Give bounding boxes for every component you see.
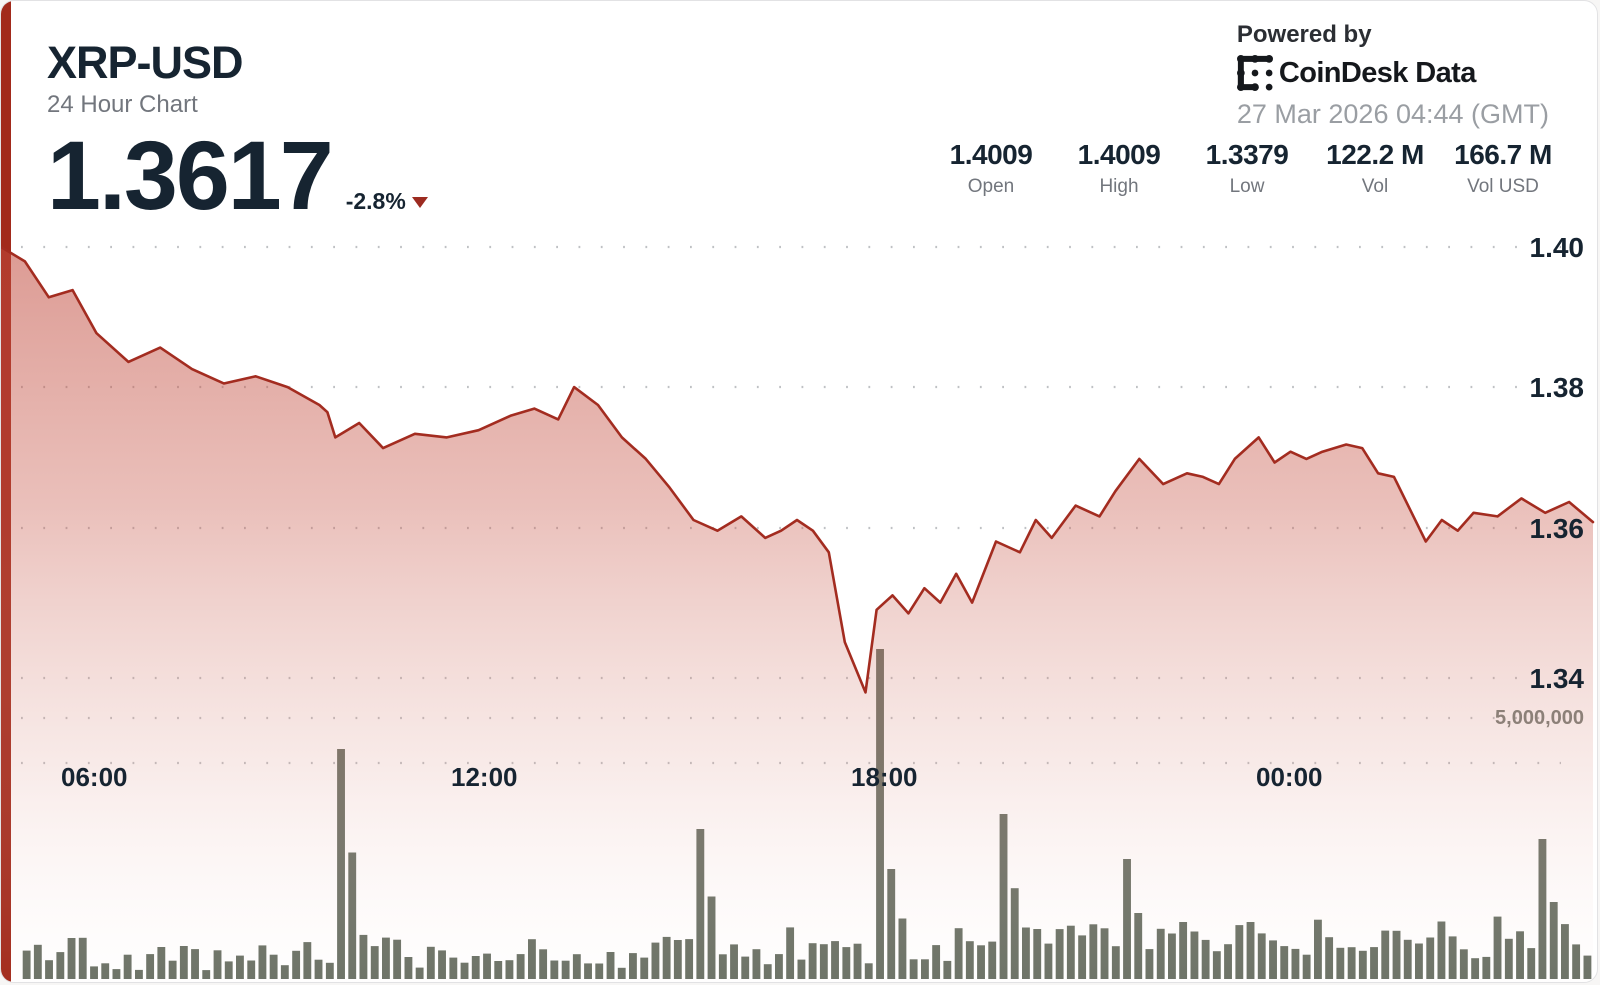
svg-text:1.36: 1.36 [1530, 513, 1585, 544]
svg-text:1.38: 1.38 [1530, 372, 1585, 403]
svg-text:1.40: 1.40 [1530, 232, 1585, 263]
svg-text:5,000,000: 5,000,000 [1495, 707, 1584, 729]
svg-text:00:00: 00:00 [1256, 762, 1323, 792]
svg-text:06:00: 06:00 [61, 762, 128, 792]
svg-text:12:00: 12:00 [451, 762, 518, 792]
svg-text:18:00: 18:00 [851, 762, 918, 792]
svg-text:1.34: 1.34 [1530, 663, 1585, 694]
